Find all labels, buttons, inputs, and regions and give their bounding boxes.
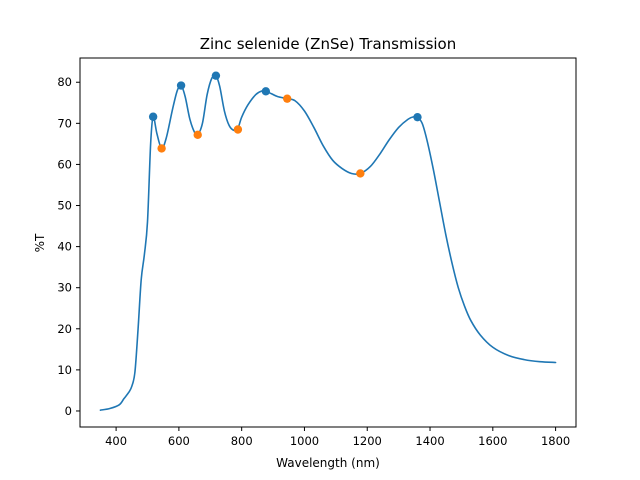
scatter-point-series-2 [193,130,202,140]
chart-title: Zinc selenide (ZnSe) Transmission [200,35,457,53]
x-tick-label: 1200 [353,434,382,448]
scatter-point-series-1 [176,81,186,90]
y-tick-label: 0 [65,404,72,418]
axes-frame [79,57,577,428]
plot-area [99,71,557,411]
scatter-point-series-2 [233,125,243,134]
x-axis-label: Wavelength (nm) [276,456,380,470]
y-axis-label: %T [33,233,47,252]
scatter-point-series-1 [413,112,422,122]
y-axis-ticks: 0 10 20 30 40 50 60 70 80 [57,75,80,418]
x-tick-label: 600 [168,434,190,448]
y-tick-label: 20 [57,322,72,336]
scatter-point-series-2 [356,169,365,178]
x-tick-label: 1800 [541,434,570,448]
scatter-point-series-1 [261,87,271,96]
scatter-point-series-2 [157,144,166,153]
transmission-line [99,74,557,411]
x-axis-ticks: 400 600 800 1000 1200 1400 1600 1800 [105,427,570,448]
scatter-point-series-1 [148,112,158,121]
y-tick-label: 60 [57,157,72,171]
x-tick-label: 400 [105,434,127,448]
x-tick-label: 1400 [415,434,444,448]
y-tick-label: 40 [57,240,72,254]
scatter-point-series-1 [211,71,221,80]
y-tick-label: 80 [57,75,72,89]
y-tick-label: 50 [57,199,72,213]
y-tick-label: 30 [57,281,72,295]
x-tick-label: 1600 [478,434,507,448]
y-tick-label: 70 [57,116,72,130]
x-tick-label: 1000 [290,434,319,448]
y-tick-label: 10 [57,363,72,377]
scatter-point-series-2 [282,94,292,103]
x-tick-label: 800 [231,434,253,448]
